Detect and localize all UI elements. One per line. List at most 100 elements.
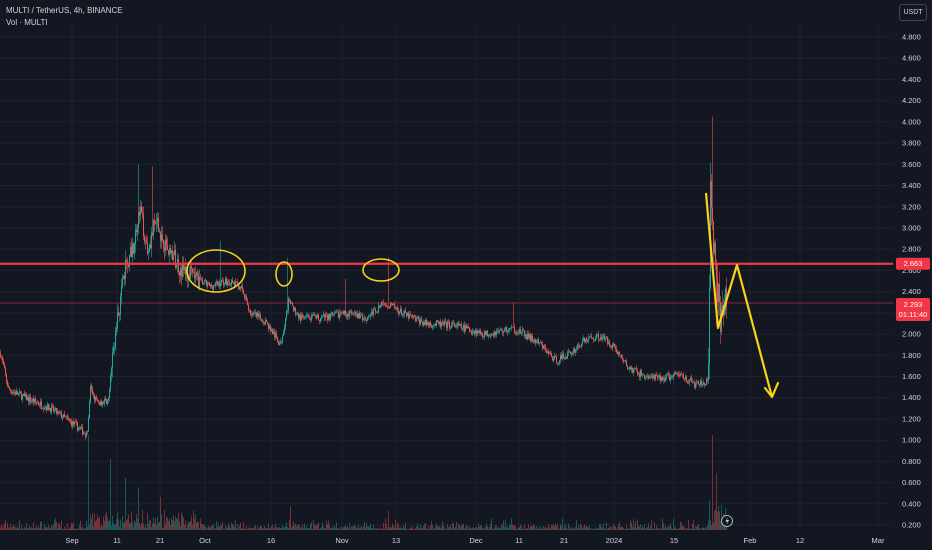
volume-bar	[321, 527, 322, 530]
events-icon[interactable]	[721, 515, 733, 527]
volume-bar	[15, 527, 16, 530]
candle-body	[340, 313, 341, 314]
candle-body	[561, 355, 562, 359]
candle-body	[58, 411, 59, 413]
volume-bar	[687, 528, 688, 530]
candle-body	[356, 313, 357, 315]
volume-bar	[424, 523, 425, 530]
volume-bar	[75, 528, 76, 530]
volume-indicator-title[interactable]: Vol · MULTI	[6, 18, 48, 27]
volume-bar	[223, 528, 224, 530]
volume-bar	[127, 518, 128, 530]
candle-body	[117, 312, 118, 328]
volume-bar	[345, 525, 346, 530]
time-axis-area[interactable]	[0, 531, 893, 550]
candle-body	[690, 377, 691, 380]
volume-bar	[252, 528, 253, 530]
candle-body	[300, 314, 301, 321]
candle-body	[84, 432, 85, 434]
volume-bar	[38, 526, 39, 530]
volume-bar	[649, 528, 650, 530]
volume-bar	[190, 520, 191, 530]
candle-body	[320, 318, 321, 322]
volume-bar	[485, 526, 486, 530]
volume-bar	[22, 528, 23, 530]
volume-bar	[106, 512, 107, 530]
candle-body	[687, 381, 688, 383]
candle-body	[322, 316, 323, 317]
volume-bar	[617, 527, 618, 530]
candle-body	[7, 381, 8, 387]
volume-bar	[630, 519, 631, 530]
volume-bar	[198, 522, 199, 530]
candle-body	[395, 307, 396, 309]
candle-body	[41, 401, 42, 409]
candle-body	[272, 329, 273, 334]
volume-bar	[536, 526, 537, 530]
volume-bar	[516, 529, 517, 530]
candle-body	[554, 356, 555, 359]
time-tick-label: Oct	[199, 536, 212, 545]
candle-body	[448, 321, 449, 323]
candle-body	[222, 280, 223, 282]
volume-bar	[458, 523, 459, 530]
candle-body	[207, 282, 208, 286]
symbol-title[interactable]: MULTI / TetherUS, 4h, BINANCE	[6, 6, 123, 15]
candle-body	[490, 336, 491, 338]
candle-body	[174, 249, 175, 255]
candle-body	[473, 330, 474, 332]
candle-body	[12, 392, 13, 394]
candle-body	[413, 315, 414, 318]
candle-body	[74, 421, 75, 425]
volume-bar	[42, 528, 43, 530]
volume-bar	[322, 522, 323, 530]
volume-bar	[385, 518, 386, 530]
candle-body	[468, 326, 469, 329]
currency-button[interactable]: USDT	[899, 4, 927, 21]
volume-bar	[291, 527, 292, 530]
volume-bar	[529, 529, 530, 530]
candle-body	[363, 318, 364, 321]
volume-bar	[665, 524, 666, 530]
candle-body	[276, 333, 277, 338]
candle-body	[570, 351, 571, 355]
candle-body	[637, 371, 638, 375]
candle-body	[336, 311, 337, 313]
volume-bar	[195, 514, 196, 530]
candle-body	[134, 244, 135, 254]
candle-body	[175, 249, 176, 268]
volume-bar	[221, 525, 222, 530]
volume-bar	[67, 523, 68, 530]
candle-body	[643, 374, 644, 376]
candle-body	[200, 277, 201, 279]
candle-body	[417, 317, 418, 319]
candle-body	[571, 353, 572, 355]
candle-body	[64, 414, 65, 417]
candle-body	[95, 396, 96, 401]
candle-body	[303, 315, 304, 318]
volume-bar	[409, 528, 410, 530]
candle-body	[445, 321, 446, 323]
candle-body	[297, 313, 298, 315]
volume-bar	[298, 523, 299, 530]
volume-bar	[25, 528, 26, 530]
volume-bar	[33, 522, 34, 530]
volume-bar	[58, 523, 59, 530]
candle-body	[649, 377, 650, 379]
candle-body	[118, 312, 119, 316]
volume-bar	[643, 527, 644, 530]
volume-bar	[546, 527, 547, 530]
volume-bar	[233, 524, 234, 530]
candle-body	[76, 421, 77, 423]
candle-body	[416, 318, 417, 321]
price-axis-area[interactable]	[893, 22, 932, 530]
volume-bar	[317, 523, 318, 530]
volume-bar	[71, 523, 72, 530]
candle-body	[155, 222, 156, 224]
candle-body	[617, 352, 618, 355]
volume-bar	[94, 513, 95, 530]
candle-body	[173, 254, 174, 261]
volume-bar	[431, 520, 432, 530]
volume-bar	[460, 526, 461, 530]
